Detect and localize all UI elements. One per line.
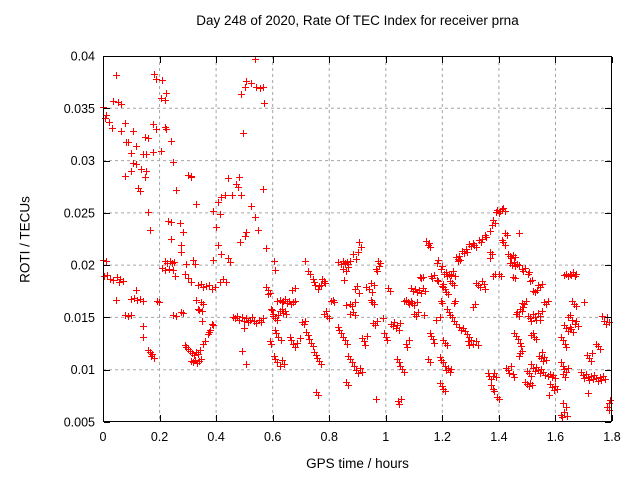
data-marker-plus: [100, 56, 614, 421]
x-tick-label: 1: [382, 430, 389, 444]
y-tick-label: 0.01: [71, 363, 95, 377]
y-tick-label: 0.015: [64, 311, 95, 325]
y-tick-label: 0.04: [71, 50, 95, 64]
x-axis-label: GPS time / hours: [306, 456, 409, 471]
x-tick-label: 0.2: [151, 430, 168, 444]
y-tick-label: 0.005: [64, 416, 95, 430]
x-tick-label: 1.6: [547, 430, 564, 444]
y-tick-label: 0.02: [71, 259, 95, 273]
x-tick-label: 1.4: [490, 430, 507, 444]
x-tick-label: 0.4: [207, 430, 224, 444]
y-tick-label: 0.035: [64, 102, 95, 116]
x-tick-label: 0: [100, 430, 107, 444]
x-tick-label: 0.8: [321, 430, 338, 444]
x-tick-label: 1.2: [434, 430, 451, 444]
y-tick-label: 0.03: [71, 154, 95, 168]
x-tick-label: 0.6: [264, 430, 281, 444]
plot-border: [103, 56, 612, 422]
x-tick-label: 1.8: [603, 430, 620, 444]
chart-title: Day 248 of 2020, Rate Of TEC Index for r…: [196, 13, 519, 28]
scatter-points: [100, 56, 614, 421]
y-tick-label: 0.025: [64, 206, 95, 220]
